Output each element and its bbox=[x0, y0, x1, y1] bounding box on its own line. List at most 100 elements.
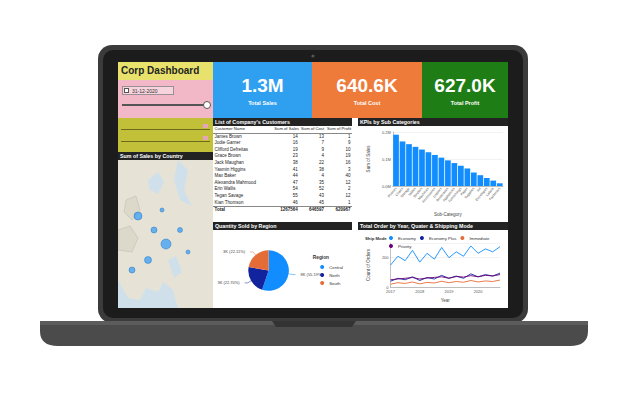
svg-text:0.0M: 0.0M bbox=[382, 184, 391, 189]
svg-text:Economy Plus: Economy Plus bbox=[429, 236, 456, 241]
svg-text:Phones: Phones bbox=[386, 186, 398, 199]
svg-text:Art: Art bbox=[475, 186, 482, 193]
svg-text:Chairs: Chairs bbox=[394, 186, 404, 197]
svg-text:Machines: Machines bbox=[417, 186, 430, 201]
html-text:620967: 620967 bbox=[335, 207, 351, 213]
svg-text:Supplies: Supplies bbox=[464, 187, 476, 200]
html-text:19: 19 bbox=[345, 153, 351, 159]
svg-text:8K (55.19%): 8K (55.19%) bbox=[301, 272, 324, 277]
html-text:KPIs by Sub Categories: KPIs by Sub Categories bbox=[360, 119, 420, 125]
html-text:14: 14 bbox=[292, 133, 298, 139]
svg-text:3K (22.11%): 3K (22.11%) bbox=[223, 249, 246, 254]
html-text:52: 52 bbox=[319, 186, 325, 192]
html-text:16: 16 bbox=[345, 160, 351, 165]
svg-text:2020: 2020 bbox=[474, 289, 484, 294]
html-text:31-12-2020: 31-12-2020 bbox=[132, 88, 158, 94]
html-text:Total Cost: Total Cost bbox=[353, 100, 381, 106]
html-text:Sum of Profit: Sum of Profit bbox=[327, 126, 352, 131]
html-text:4: 4 bbox=[321, 153, 325, 159]
html-text:640.6K: 640.6K bbox=[336, 75, 398, 96]
html-text:Total Profit: Total Profit bbox=[450, 100, 480, 106]
html-text:40: 40 bbox=[345, 173, 351, 179]
html-text:38: 38 bbox=[292, 160, 298, 165]
html-text:Yasmin Higgins: Yasmin Higgins bbox=[214, 166, 246, 172]
svg-text:2018: 2018 bbox=[415, 289, 425, 294]
html-text:19: 19 bbox=[292, 146, 298, 152]
html-text:Alexandra Mahmood: Alexandra Mahmood bbox=[214, 179, 256, 185]
html-text:44: 44 bbox=[292, 173, 298, 179]
html-text:Clifford Defreitas: Clifford Defreitas bbox=[214, 146, 248, 152]
html-text:Customer Name: Customer Name bbox=[214, 126, 245, 131]
html-text:Sum of Sales by Country: Sum of Sales by Country bbox=[120, 153, 183, 159]
html-text:Corp Dashboard: Corp Dashboard bbox=[121, 65, 200, 76]
html-text:Jack Maughan: Jack Maughan bbox=[214, 160, 244, 165]
html-text:45: 45 bbox=[319, 199, 325, 205]
svg-text:Envelopes: Envelopes bbox=[474, 186, 489, 202]
html-text:Total Sales: Total Sales bbox=[248, 100, 277, 106]
html-text:22: 22 bbox=[319, 160, 325, 165]
html-text:Sum of Sales Sum of Cost: Sum of Sales Sum of Cost bbox=[274, 126, 325, 131]
svg-text:2019: 2019 bbox=[444, 289, 454, 294]
svg-text:Region: Region bbox=[313, 255, 329, 260]
html-text:23: 23 bbox=[292, 153, 298, 159]
html-text:4: 4 bbox=[321, 173, 325, 179]
svg-text:Tables: Tables bbox=[407, 186, 417, 197]
html-text:646597: 646597 bbox=[309, 207, 325, 213]
html-text:1.3M: 1.3M bbox=[241, 75, 284, 96]
svg-text:0.1M: 0.1M bbox=[382, 157, 391, 162]
html-text:12: 12 bbox=[345, 192, 351, 198]
html-text:43: 43 bbox=[319, 192, 325, 198]
svg-text:0.2M: 0.2M bbox=[382, 130, 391, 135]
svg-text:Appliances: Appliances bbox=[441, 186, 456, 203]
svg-text:Storage: Storage bbox=[399, 186, 411, 199]
svg-text:Accessories: Accessories bbox=[421, 186, 437, 204]
svg-text:Count of Orders: Count of Orders bbox=[366, 248, 371, 281]
html-text:9: 9 bbox=[321, 146, 325, 152]
svg-text:200: 200 bbox=[382, 255, 389, 260]
html-text:James Brown: James Brown bbox=[214, 133, 242, 139]
html-text:16: 16 bbox=[292, 140, 298, 146]
html-text:55: 55 bbox=[292, 192, 298, 198]
svg-text:Central: Central bbox=[329, 265, 343, 270]
svg-text:Copiers: Copiers bbox=[432, 186, 443, 199]
svg-text:Fasteners: Fasteners bbox=[488, 187, 501, 202]
html-text:13: 13 bbox=[319, 133, 325, 139]
svg-text:Economy: Economy bbox=[398, 236, 417, 241]
svg-text:Ship Mode: Ship Mode bbox=[365, 236, 387, 241]
svg-text:3K (22.70%): 3K (22.70%) bbox=[217, 280, 240, 285]
html-text:41: 41 bbox=[292, 166, 298, 172]
html-text:627.0K: 627.0K bbox=[434, 75, 496, 96]
svg-text:Furnishings: Furnishings bbox=[447, 186, 463, 204]
svg-text:Sub-Category: Sub-Category bbox=[434, 212, 463, 217]
svg-text:South: South bbox=[329, 281, 341, 286]
svg-text:Year: Year bbox=[441, 298, 451, 303]
svg-text:Labels: Labels bbox=[485, 186, 495, 198]
svg-text:Immediate: Immediate bbox=[469, 236, 490, 241]
svg-text:Priority: Priority bbox=[398, 244, 412, 249]
html-text:12: 12 bbox=[345, 179, 351, 185]
html-text:Kian Thomson: Kian Thomson bbox=[214, 199, 244, 205]
html-text:Erin Wallis: Erin Wallis bbox=[214, 186, 236, 192]
svg-text:Sum of Sales: Sum of Sales bbox=[366, 145, 371, 173]
html-text:Quantity Sold by Region: Quantity Sold by Region bbox=[215, 223, 277, 229]
html-text:1267564: 1267564 bbox=[280, 207, 298, 213]
html-text:Grace Brown: Grace Brown bbox=[214, 153, 241, 159]
html-text:Tegan Savage: Tegan Savage bbox=[214, 192, 244, 198]
html-text:List of Company's Customers: List of Company's Customers bbox=[215, 119, 290, 125]
html-text:7: 7 bbox=[321, 140, 325, 146]
svg-text:Binders: Binders bbox=[412, 186, 424, 199]
html-text:46: 46 bbox=[292, 199, 298, 205]
html-text:Total Order by Year, Quater &: Total Order by Year, Quater & Shipping M… bbox=[360, 223, 473, 229]
svg-text:North: North bbox=[329, 273, 340, 278]
html-text:10: 10 bbox=[345, 146, 351, 152]
html-text:Total: Total bbox=[214, 207, 225, 213]
html-text:54: 54 bbox=[292, 186, 298, 192]
html-text:38: 38 bbox=[319, 166, 325, 172]
html-text:Jodie Garner: Jodie Garner bbox=[214, 140, 241, 146]
html-text:35: 35 bbox=[319, 179, 325, 185]
svg-text:Bookcases: Bookcases bbox=[435, 186, 450, 203]
html-text:Max Baker: Max Baker bbox=[214, 173, 236, 179]
svg-text:2017: 2017 bbox=[386, 289, 396, 294]
svg-text:Paper: Paper bbox=[459, 186, 469, 197]
html-text:47: 47 bbox=[292, 179, 298, 185]
